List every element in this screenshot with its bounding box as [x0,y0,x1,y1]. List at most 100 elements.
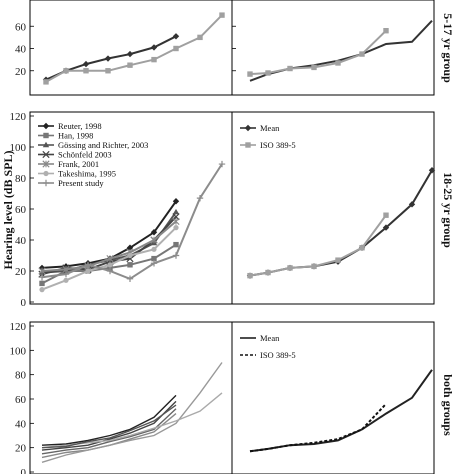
legend-label-p6-0: Mean [260,333,280,343]
ytick-label-p5-2: 40 [15,418,27,430]
point-p3-5-3 [107,262,113,268]
ytick-label-p5-3: 60 [15,394,27,406]
series-p5-0 [41,394,177,446]
point-p1-1-2 [83,68,89,74]
legend-label-p4-1: ISO 389-5 [260,140,296,150]
point-p3-5-4 [127,252,133,259]
point-p1-1-8 [219,12,225,18]
legend-p3-4-marker [42,160,50,168]
series-p1-1 [45,14,223,83]
group-label-1: 5-17 yr group [441,13,455,83]
point-p3-6-0 [38,274,46,281]
point-p3-0-6 [172,198,180,205]
point-p3-1-6 [173,241,179,248]
point-p3-0-4 [126,244,134,251]
point-p2-1-2 [287,65,293,72]
point-p1-0-6 [172,33,180,40]
panel-frame-top-left [29,0,233,96]
point-p1-1-3 [105,68,111,74]
point-p3-6-5 [150,260,158,267]
legend-label-p3-4: Frank, 2001 [58,159,99,169]
legend-p4: Mean ISO 389-5 [240,123,296,150]
point-p3-5-0 [39,287,45,293]
ytick-label-p5-0: 0 [21,467,27,474]
group-label-3: both groups [441,374,455,436]
point-p3-6-3 [106,267,114,275]
ytick-label-p3-3: 60 [15,204,27,216]
ytick-label-p1-2: 60 [15,21,27,33]
series-p6-0 [249,369,433,453]
point-p4-1-6 [383,212,389,218]
ytick-label-p5-5: 100 [10,345,27,357]
point-p4-1-3 [311,263,317,270]
point-p4-1-1 [265,269,271,276]
legend-p3-1-marker [43,132,49,139]
point-p3-5-1 [63,277,69,283]
point-p4-0-7 [408,201,416,208]
legend-p3-3-marker [42,150,50,159]
point-p4-1-4 [335,257,341,263]
series-p5-6 [41,404,177,449]
point-p1-1-0 [43,79,49,85]
point-p3-1-5 [151,255,157,262]
ytick-label-p5-1: 20 [15,443,27,455]
point-p1-0-2 [82,60,90,68]
series-p5-4 [41,362,223,463]
point-p4-1-2 [287,265,293,271]
point-p1-1-6 [173,45,179,52]
legend-p4-1-marker [245,142,251,148]
ytick-label-p3-0: 0 [21,297,27,309]
point-p4-0-6 [382,224,390,231]
legend-label-p3-5: Takeshima, 1995 [58,169,116,179]
legend-label-p6-1: ISO 389-5 [260,350,296,360]
ytick-label-p3-1: 20 [15,266,27,278]
legend-label-p3-6: Present study [58,178,104,188]
point-p1-1-5 [151,56,157,63]
legend-label-p3-1: Han, 1998 [58,131,93,141]
point-p3-6-4 [126,275,134,282]
point-p4-0-8 [428,167,436,174]
group-label-2: 18-25 yr group [441,172,455,248]
point-p1-0-5 [150,44,158,51]
ytick-label-p3-4: 80 [15,173,27,185]
point-p3-6-8 [218,160,226,168]
legend-p3-5-marker [43,170,49,177]
point-p2-1-6 [383,28,389,34]
point-p1-0-3 [104,55,112,62]
point-p1-1-7 [197,34,203,41]
panel-p6: Mean ISO 389-5 [240,333,433,453]
point-p1-1-1 [63,68,69,74]
point-p1-1-4 [127,62,133,68]
ytick-label-p1-1: 40 [15,44,27,56]
point-p3-1-4 [127,262,133,268]
point-p4-1-0 [247,272,253,279]
point-p2-1-1 [265,70,271,76]
point-p3-6-1 [62,270,70,278]
point-p3-0-5 [150,229,158,236]
ytick-label-p3-5: 100 [10,142,27,154]
legend-p6: Mean ISO 389-5 [240,333,296,360]
point-p2-1-3 [311,64,317,71]
legend-label-p3-0: Reuter, 1998 [58,121,102,131]
series-p5-2 [41,408,177,455]
point-p3-6-2 [84,261,92,268]
point-p3-4-6 [172,217,180,225]
legend-p3-2-marker [42,141,50,148]
point-p3-6-7 [196,194,204,202]
panel-p1: 20 40 60 [15,12,225,85]
point-p3-4-0 [38,267,46,275]
ytick-label-p5-6: 120 [10,321,27,333]
panel-frame-mid-right [231,111,435,305]
point-p3-1-0 [39,280,45,287]
legend-p4-0-marker [244,124,252,132]
ytick-label-p1-0: 20 [15,66,27,78]
panel-frame-top-right [231,0,435,96]
ytick-label-p3-2: 40 [15,235,27,247]
point-p3-5-6 [173,225,179,231]
ytick-label-p5-4: 80 [15,370,27,382]
point-p4-1-5 [359,245,365,251]
